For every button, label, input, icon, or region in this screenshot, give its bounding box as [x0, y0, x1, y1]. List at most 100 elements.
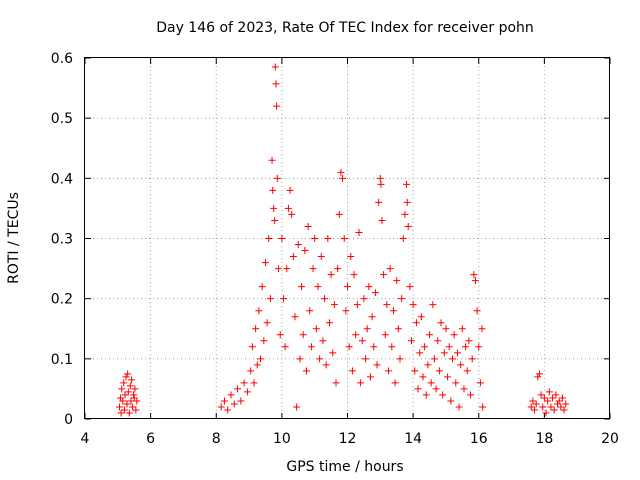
data-point — [243, 388, 251, 396]
data-point — [371, 289, 379, 297]
data-point — [291, 313, 299, 321]
data-point — [416, 349, 424, 357]
data-point — [383, 301, 391, 309]
data-point — [417, 313, 425, 321]
data-point — [380, 271, 388, 279]
data-point — [247, 367, 255, 375]
data-point — [412, 319, 420, 327]
data-point — [539, 403, 547, 411]
x-tick-label: 6 — [146, 431, 155, 447]
data-point — [250, 379, 258, 387]
data-point — [118, 385, 126, 393]
data-point — [304, 222, 312, 230]
data-point — [463, 367, 471, 375]
data-point — [334, 265, 342, 273]
data-point — [535, 370, 543, 378]
y-tick-label: 0.6 — [51, 51, 73, 67]
data-point — [444, 373, 452, 381]
data-point — [227, 391, 235, 399]
data-point — [391, 379, 399, 387]
data-point — [133, 397, 141, 405]
data-point — [555, 397, 563, 405]
data-point — [558, 394, 566, 402]
data-point — [534, 373, 542, 381]
y-tick-label: 0.2 — [51, 292, 73, 308]
data-point — [442, 325, 450, 333]
data-point — [378, 216, 386, 224]
data-point — [330, 301, 338, 309]
y-tick-label: 0.4 — [51, 171, 73, 187]
data-point — [414, 385, 422, 393]
data-point — [542, 409, 550, 417]
data-point — [296, 355, 304, 363]
chart-title: Day 146 of 2023, Rate Of TEC Index for r… — [156, 20, 534, 36]
y-tick-label: 0.5 — [51, 111, 73, 127]
data-point — [368, 313, 376, 321]
data-point — [434, 337, 442, 345]
data-point — [129, 403, 137, 411]
data-point — [125, 409, 133, 417]
data-point — [237, 397, 245, 405]
x-tick-label: 16 — [470, 431, 488, 447]
data-point — [427, 379, 435, 387]
data-point — [411, 367, 419, 375]
data-point — [406, 283, 414, 291]
x-axis-label: GPS time / hours — [286, 459, 403, 475]
data-point — [301, 247, 309, 255]
data-point — [283, 265, 291, 273]
data-point — [119, 397, 127, 405]
data-point — [335, 210, 343, 218]
data-point — [230, 400, 238, 408]
data-point — [399, 235, 407, 242]
data-point — [271, 63, 279, 71]
data-point — [319, 337, 327, 345]
data-point — [306, 307, 314, 315]
data-point — [123, 400, 131, 408]
data-point — [240, 379, 248, 387]
data-point — [424, 361, 432, 369]
data-point — [276, 331, 284, 339]
data-point — [366, 373, 374, 381]
x-tick-label: 10 — [273, 431, 291, 447]
data-point — [268, 156, 276, 164]
y-axis-label: ROTI / TECUs — [6, 192, 22, 284]
data-point — [269, 186, 277, 194]
data-point — [409, 301, 417, 309]
data-point — [449, 355, 456, 363]
data-point — [253, 361, 261, 369]
data-point — [363, 325, 371, 333]
data-point — [266, 295, 274, 303]
data-point — [465, 337, 473, 345]
x-tick-label: 8 — [212, 431, 221, 447]
data-point — [455, 403, 463, 411]
data-point — [403, 198, 411, 206]
data-point — [396, 355, 404, 363]
data-point — [440, 349, 448, 357]
data-point — [389, 307, 397, 315]
data-point — [217, 403, 225, 411]
data-point — [298, 283, 306, 291]
data-point — [468, 355, 476, 363]
data-point — [360, 295, 368, 303]
data-point — [532, 400, 540, 408]
data-point — [327, 271, 335, 279]
data-point — [476, 379, 484, 387]
data-point — [128, 376, 136, 384]
data-point — [447, 397, 455, 405]
data-point — [439, 391, 447, 399]
data-point — [552, 391, 560, 399]
x-tick-label: 4 — [81, 431, 90, 447]
data-point — [332, 379, 340, 387]
data-point — [120, 406, 128, 414]
data-point — [460, 385, 468, 393]
data-point — [307, 343, 315, 351]
data-point — [121, 391, 129, 399]
data-point — [126, 382, 134, 390]
x-tick-label: 18 — [535, 431, 553, 447]
data-point — [337, 168, 345, 176]
data-point — [401, 210, 409, 218]
data-point — [353, 301, 361, 309]
data-point — [248, 343, 256, 351]
data-point — [562, 400, 570, 408]
data-point — [286, 186, 294, 194]
